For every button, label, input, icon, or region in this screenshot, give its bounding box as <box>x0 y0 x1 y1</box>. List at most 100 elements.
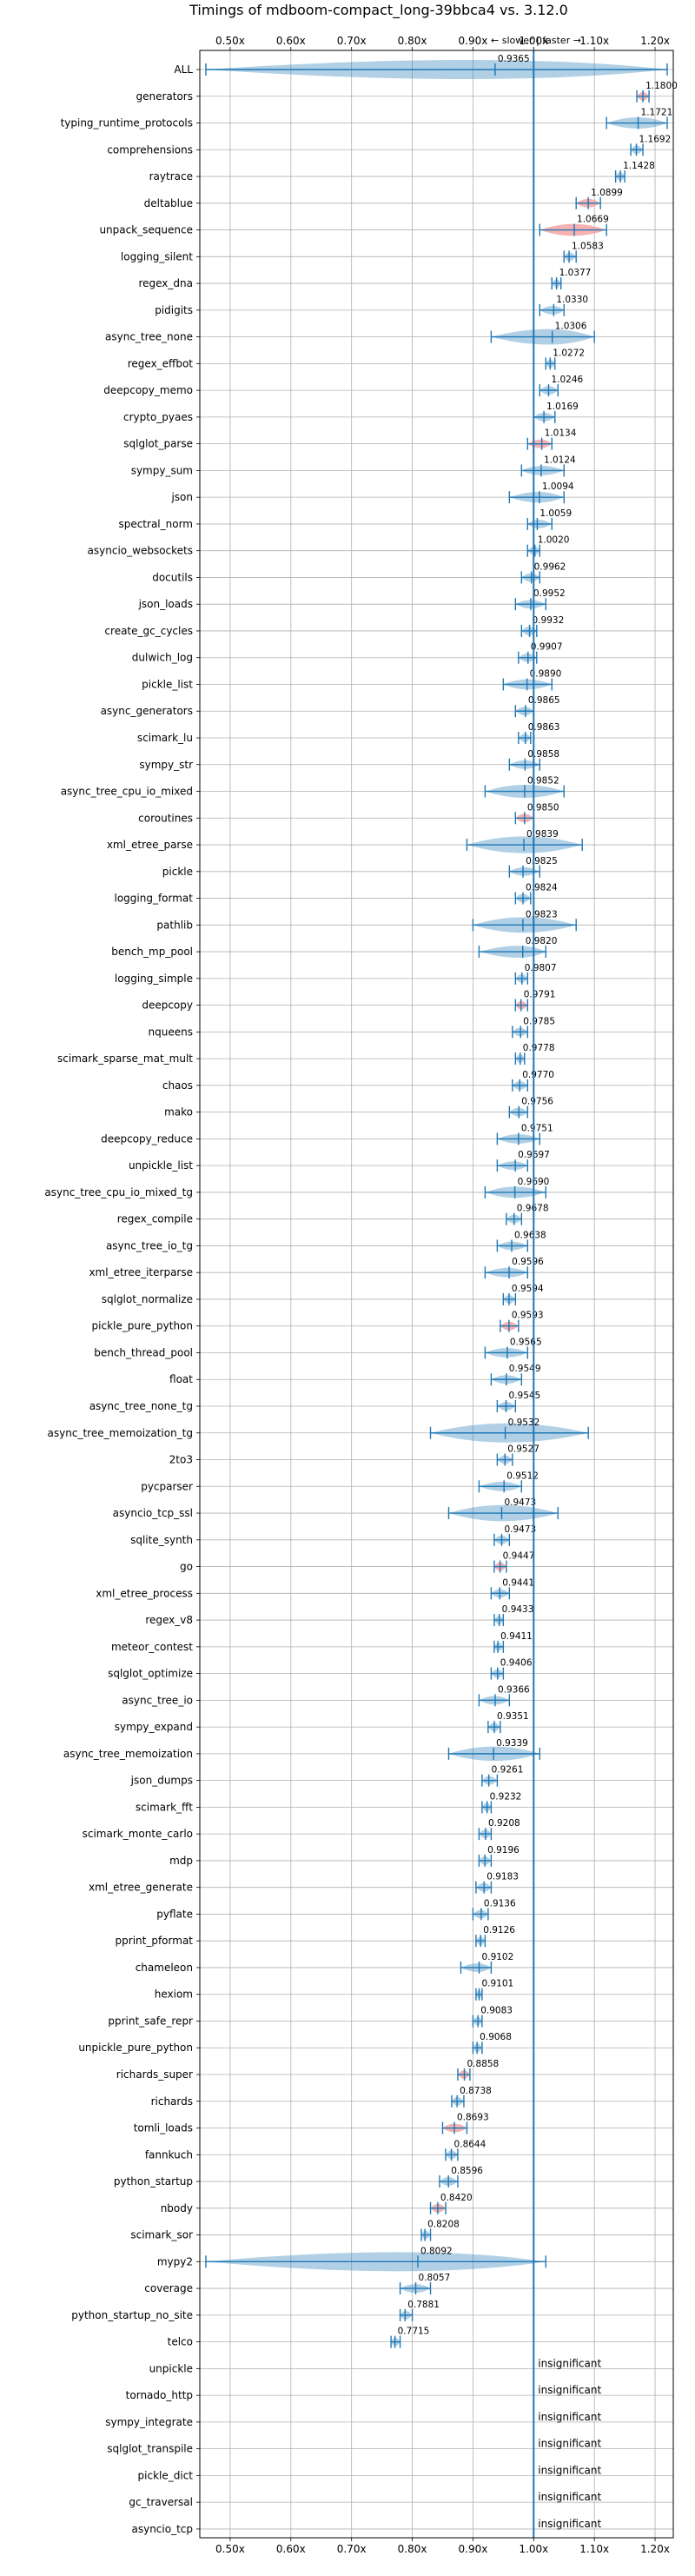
value-label: 0.9756 <box>521 1097 553 1107</box>
benchmark-label: json_loads <box>138 598 193 610</box>
benchmark-label: pprint_pformat <box>116 1935 194 1947</box>
value-label: 0.9825 <box>526 856 558 866</box>
benchmark-row-async-generators: async_generators 0.9865 <box>101 695 560 718</box>
benchmark-label: sqlite_synth <box>130 1534 193 1546</box>
value-label: 0.9196 <box>487 1845 520 1856</box>
value-label: 1.1800 <box>645 81 678 91</box>
value-label: 0.9549 <box>509 1364 541 1374</box>
insignificant-label: insignificant <box>538 2464 601 2476</box>
benchmark-row-python-startup-no-site: python_startup_no_site 0.7881 <box>71 2300 440 2321</box>
benchmark-label: xml_etree_iterparse <box>89 1266 193 1278</box>
benchmark-row-logging-simple: logging_simple 0.9807 <box>115 963 557 985</box>
value-label: 0.9433 <box>502 1604 534 1615</box>
value-label: 0.9824 <box>526 883 558 893</box>
insignificant-label: insignificant <box>538 2357 601 2369</box>
benchmark-label: sqlglot_transpile <box>107 2443 193 2455</box>
benchmark-label: scimark_lu <box>137 732 193 744</box>
benchmark-label: python_startup <box>114 2175 193 2188</box>
benchmark-label: hexiom <box>155 1988 193 2001</box>
benchmark-label: pickle <box>162 866 193 878</box>
benchmark-row-unpack-sequence: unpack_sequence 1.0669 <box>99 215 609 236</box>
benchmark-label: async_tree_memoization <box>63 1748 193 1760</box>
value-label: 0.9473 <box>504 1497 536 1508</box>
benchmark-label: logging_silent <box>121 250 193 262</box>
value-label: 0.9261 <box>492 1765 524 1776</box>
benchmark-label: telco <box>168 2336 193 2348</box>
benchmark-label: deepcopy_memo <box>103 384 193 396</box>
value-label: 0.9778 <box>523 1043 555 1053</box>
x-tick-label-bottom: 1.20x <box>640 2543 670 2555</box>
benchmark-row-richards: richards 0.8738 <box>151 2086 492 2108</box>
value-label: 1.1428 <box>623 161 655 171</box>
benchmark-row-pidigits: pidigits 1.0330 <box>155 295 588 316</box>
benchmark-label: logging_format <box>114 893 193 905</box>
benchmark-label: chaos <box>162 1079 193 1092</box>
benchmark-label: asyncio_tcp_ssl <box>113 1507 193 1519</box>
value-label: 1.0377 <box>559 268 592 278</box>
benchmark-row-xml-etree-parse: xml_etree_parse 0.9839 <box>107 829 583 853</box>
insignificant-label: insignificant <box>538 2518 601 2530</box>
benchmark-row-pprint-pformat: pprint_pformat 0.9126 <box>116 1925 515 1948</box>
x-tick-label-bottom: 0.70x <box>337 2543 367 2555</box>
x-tick-label-top: 1.20x <box>640 35 670 47</box>
value-label: 1.0124 <box>544 455 576 465</box>
value-label: 0.9366 <box>498 1684 530 1695</box>
benchmark-row-async-tree-none: async_tree_none 1.0306 <box>105 322 595 345</box>
value-label: 0.9770 <box>522 1070 554 1080</box>
value-label: 0.7715 <box>398 2327 430 2337</box>
value-label: 1.0059 <box>539 508 572 519</box>
benchmark-row-richards-super: richards_super 0.8858 <box>116 2059 499 2081</box>
benchmark-row-pprint-safe-repr: pprint_safe_repr 0.9083 <box>108 2005 513 2028</box>
value-label: 0.8693 <box>457 2113 489 2123</box>
chart-title: Timings of mdboom-compact_long-39bbca4 v… <box>189 2 568 19</box>
benchmark-label: logging_simple <box>115 973 193 985</box>
benchmark-label: fannkuch <box>145 2148 193 2161</box>
benchmark-row-pyflate: pyflate 0.9136 <box>156 1898 516 1921</box>
value-label: 0.9791 <box>524 990 556 1000</box>
benchmark-row-chaos: chaos 0.9770 <box>162 1070 554 1092</box>
benchmark-label: bench_thread_pool <box>94 1346 193 1358</box>
benchmark-label: async_tree_cpu_io_mixed <box>61 786 193 798</box>
benchmark-label: regex_v8 <box>145 1614 193 1626</box>
benchmark-row-deepcopy: deepcopy 0.9791 <box>142 990 555 1012</box>
benchmark-row-scimark-lu: scimark_lu 0.9863 <box>137 722 559 744</box>
value-label: 0.9365 <box>498 54 530 64</box>
benchmark-label: asyncio_tcp <box>131 2523 193 2535</box>
value-label: 0.9839 <box>526 829 559 840</box>
benchmark-row-tornado-http: tornado_http insignificant <box>126 2384 602 2401</box>
benchmark-row-tomli-loads: tomli_loads 0.8693 <box>134 2113 489 2134</box>
benchmark-label: pickle_pure_python <box>92 1320 193 1332</box>
benchmark-label: unpack_sequence <box>99 224 193 236</box>
value-label: 0.9532 <box>508 1417 540 1428</box>
benchmark-label: sympy_expand <box>115 1721 193 1733</box>
benchmark-label: chameleon <box>136 1962 193 1974</box>
benchmark-label: deepcopy <box>142 999 193 1012</box>
benchmark-label: pprint_safe_repr <box>108 2015 193 2027</box>
benchmark-label: nbody <box>161 2202 193 2214</box>
benchmark-row-mako: mako 0.9756 <box>164 1097 553 1119</box>
benchmark-label: generators <box>136 90 193 103</box>
benchmark-row-dulwich-log: dulwich_log 0.9907 <box>132 642 563 664</box>
value-label: 0.8092 <box>420 2246 453 2256</box>
benchmark-row-pycparser: pycparser 0.9512 <box>141 1471 539 1493</box>
benchmark-row-mypy2: mypy2 0.8092 <box>157 2246 546 2272</box>
benchmark-label: richards_super <box>116 2068 193 2081</box>
value-label: 0.9807 <box>525 963 557 973</box>
value-label: 0.9512 <box>506 1471 539 1481</box>
benchmark-label: docutils <box>152 571 193 583</box>
benchmark-row-scimark-monte-carlo: scimark_monte_carlo 0.9208 <box>83 1818 520 1841</box>
benchmark-label: scimark_monte_carlo <box>83 1828 193 1840</box>
benchmark-label: asyncio_websockets <box>88 545 193 557</box>
value-label: 0.9068 <box>480 2032 512 2042</box>
value-label: 0.9339 <box>496 1738 528 1749</box>
value-label: 0.9527 <box>507 1444 539 1455</box>
value-label: 0.9208 <box>488 1818 520 1829</box>
benchmark-label: comprehensions <box>107 143 193 156</box>
value-label: 1.0583 <box>572 241 604 251</box>
benchmark-row-async-tree-memoization: async_tree_memoization 0.9339 <box>63 1738 540 1762</box>
benchmark-label: xml_etree_process <box>96 1587 193 1599</box>
